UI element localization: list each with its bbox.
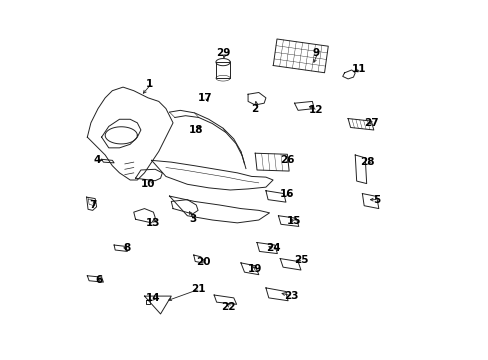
Text: 5: 5 [372,195,380,204]
Text: 16: 16 [280,189,294,199]
Text: 13: 13 [146,218,161,228]
Text: 25: 25 [294,255,308,265]
Text: 8: 8 [123,243,130,253]
Text: 22: 22 [221,302,235,312]
Text: 3: 3 [189,214,196,224]
Text: 9: 9 [312,48,319,58]
Text: 7: 7 [89,200,96,210]
Text: 14: 14 [146,293,161,303]
Text: 6: 6 [95,275,102,285]
Text: 23: 23 [283,291,298,301]
Text: 15: 15 [286,216,301,226]
Text: 27: 27 [363,118,378,128]
Text: 11: 11 [351,64,366,74]
Text: 18: 18 [189,125,203,135]
Text: 24: 24 [265,243,280,253]
Text: 20: 20 [196,257,210,267]
Text: 28: 28 [360,157,374,167]
Text: 19: 19 [247,264,262,274]
Text: 10: 10 [141,179,155,189]
Text: 1: 1 [146,78,153,89]
Text: 29: 29 [215,48,230,58]
Text: 26: 26 [280,156,294,165]
Text: 21: 21 [190,284,205,294]
Text: 12: 12 [308,105,323,115]
Text: 4: 4 [93,156,101,165]
Text: 2: 2 [251,104,258,113]
Text: 17: 17 [198,93,212,103]
